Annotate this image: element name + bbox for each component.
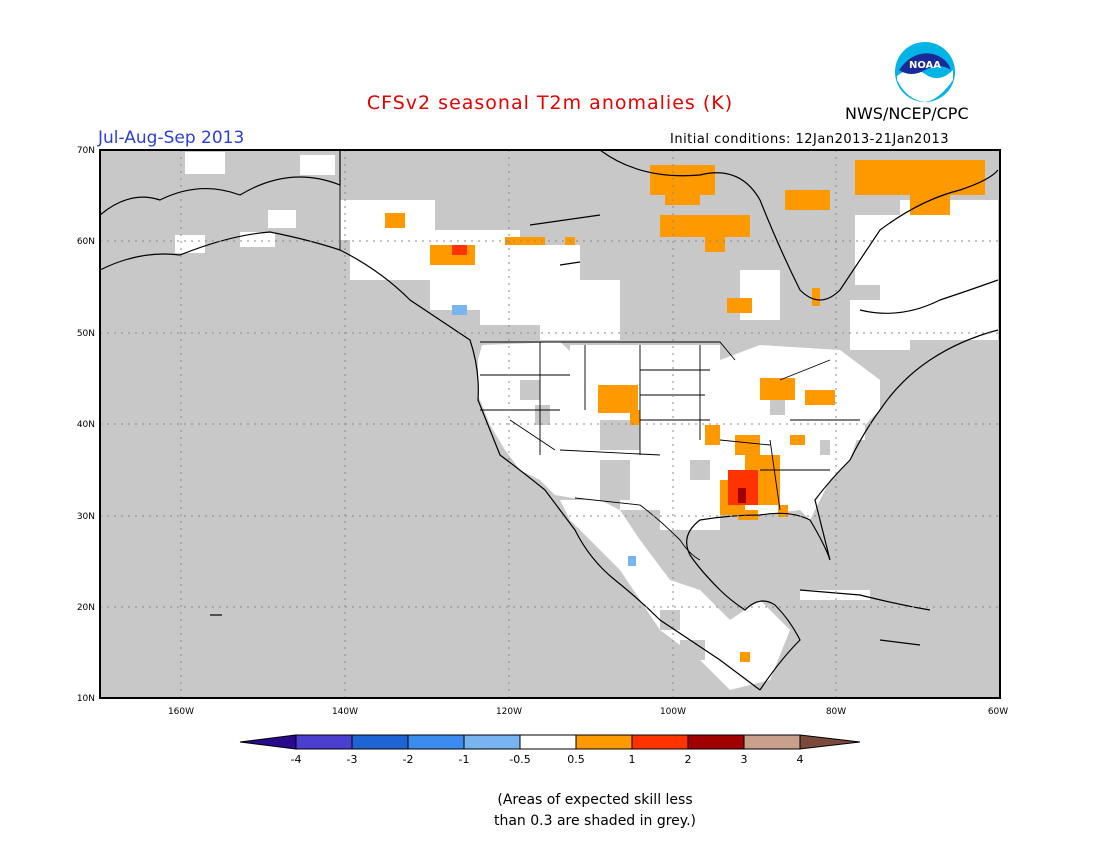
initial-conditions-label: Initial conditions: 12Jan2013-21Jan2013	[670, 132, 950, 147]
above-normal-2-regions	[738, 488, 746, 503]
colorbar-tick: 1	[629, 753, 636, 766]
forecast-regions	[100, 150, 999, 691]
colorbar-tick: -0.5	[509, 753, 530, 766]
longitude-labels: 160W 140W 120W 100W 80W 60W	[168, 707, 1008, 717]
latitude-labels: 70N 60N 50N 40N 30N 20N 10N	[77, 146, 95, 704]
noaa-logo-icon: NOAA	[895, 42, 955, 102]
lat-label: 20N	[77, 603, 95, 613]
lat-label: 50N	[77, 329, 95, 339]
lat-label: 10N	[77, 694, 95, 704]
lat-label: 40N	[77, 420, 95, 430]
season-label: Jul-Aug-Sep 2013	[98, 128, 245, 148]
lon-label: 140W	[332, 707, 358, 717]
map-title: CFSv2 seasonal T2m anomalies (K)	[366, 92, 734, 114]
colorbar-cell	[631, 734, 689, 750]
colorbar-tick: 0.5	[567, 753, 585, 766]
noaa-logo-text: NOAA	[909, 60, 941, 71]
colorbar-tick: -2	[403, 753, 414, 766]
colorbar-cell	[743, 734, 801, 750]
lat-label: 60N	[77, 237, 95, 247]
lon-label: 100W	[660, 707, 686, 717]
colorbar-tick: 3	[741, 753, 748, 766]
map-frame	[99, 149, 1001, 699]
colorbar-cell	[295, 734, 353, 750]
lon-label: 120W	[496, 707, 522, 717]
colorbar-cell	[463, 734, 521, 750]
colorbar-tick: -4	[291, 753, 302, 766]
lon-label: 80W	[826, 707, 846, 717]
graticule	[100, 150, 1000, 698]
colorbar-cell	[407, 734, 465, 750]
colorbar-arrow-high	[799, 734, 861, 750]
colorbar-tick: 4	[797, 753, 804, 766]
below-normal-0-5-regions	[452, 305, 636, 566]
political-borders	[339, 150, 860, 561]
colorbar	[239, 734, 861, 750]
skill-note-line: (Areas of expected skill less	[497, 792, 693, 808]
colorbar-tick: -1	[459, 753, 470, 766]
lon-label: 160W	[168, 707, 194, 717]
colorbar-cell	[519, 734, 577, 750]
colorbar-tick: -3	[347, 753, 358, 766]
colorbar-cell	[575, 734, 633, 750]
colorbar-arrow-low	[239, 734, 297, 750]
colorbar-tick: 2	[685, 753, 692, 766]
skill-note-line: than 0.3 are shaded in grey.)	[493, 813, 696, 829]
lat-label: 30N	[77, 512, 95, 522]
colorbar-ticks: -4 -3 -2 -1 -0.5 0.5 1 2 3 4	[291, 753, 804, 766]
colorbar-cell	[351, 734, 409, 750]
lon-label: 60W	[988, 707, 1008, 717]
lat-label: 70N	[77, 146, 95, 156]
colorbar-cell	[687, 734, 745, 750]
coastlines	[100, 150, 999, 691]
agency-label: NWS/NCEP/CPC	[845, 104, 969, 123]
skill-note: (Areas of expected skill less than 0.3 a…	[0, 790, 1100, 832]
